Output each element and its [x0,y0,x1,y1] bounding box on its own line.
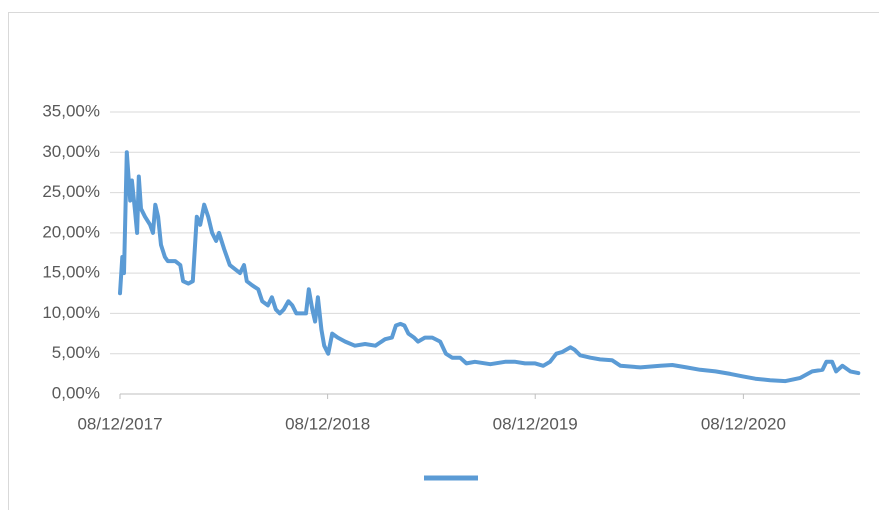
y-tick-label: 0,00% [52,383,100,402]
y-tick-label: 10,00% [42,303,100,322]
x-tick-label: 08/12/2017 [77,414,162,433]
y-tick-label: 25,00% [42,182,100,201]
y-tick-label: 20,00% [42,222,100,241]
x-tick-label: 08/12/2018 [285,414,370,433]
y-tick-label: 5,00% [52,343,100,362]
x-tick-label: 08/12/2019 [493,414,578,433]
data-line [118,150,861,384]
y-tick-label: 30,00% [42,142,100,161]
x-tick-label: 08/12/2020 [701,414,786,433]
y-tick-label: 15,00% [42,263,100,282]
y-tick-label: 35,00% [42,101,100,120]
